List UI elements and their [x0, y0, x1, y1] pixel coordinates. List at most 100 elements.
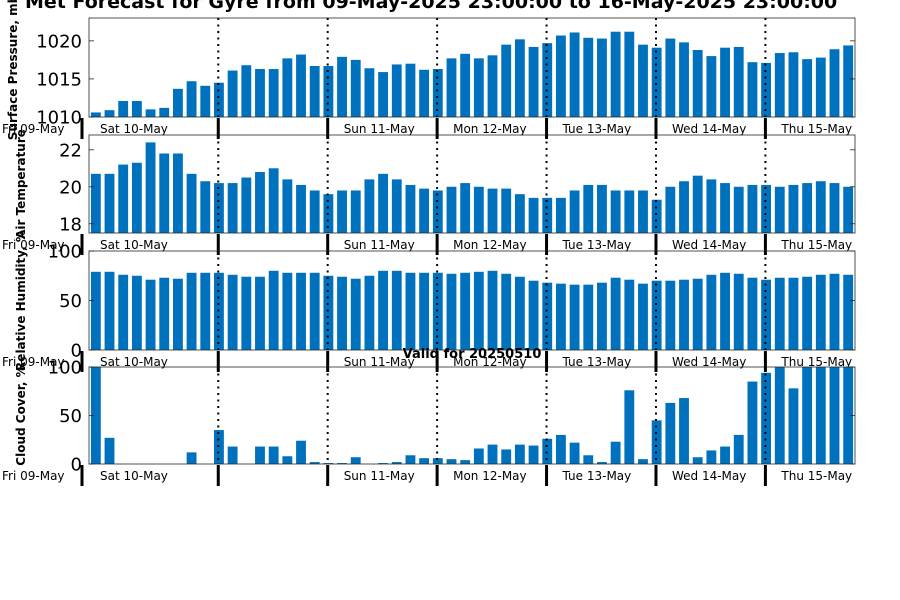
ytick-label-2-1: 20 [59, 177, 82, 198]
bar-p4-26 [446, 459, 457, 464]
bar-p1-24 [419, 69, 430, 117]
bar-p2-41 [651, 199, 662, 233]
bar-p4-25 [432, 458, 443, 464]
bar-p4-17 [323, 463, 334, 464]
day-label-1-6: Thu 15-May [780, 122, 852, 136]
bar-p2-8 [200, 181, 211, 233]
bar-p1-42 [665, 38, 676, 118]
bar-p3-34 [555, 283, 566, 350]
bar-p4-21 [378, 463, 389, 464]
day-label-2-3: Mon 12-May [453, 238, 527, 252]
bar-p1-23 [405, 63, 416, 117]
bar-p2-42 [665, 186, 676, 233]
bar-p3-13 [268, 270, 279, 350]
bar-p4-29 [487, 444, 498, 464]
bar-p3-7 [186, 272, 197, 350]
bar-p1-3 [131, 101, 142, 117]
bar-p3-15 [296, 272, 306, 350]
bar-p3-44 [692, 278, 703, 350]
day-label-1-5: Wed 14-May [672, 122, 746, 136]
bar-p3-55 [843, 274, 854, 350]
bar-p3-51 [788, 277, 799, 350]
bar-p4-12 [255, 446, 265, 464]
bar-p3-46 [720, 272, 730, 350]
bar-p1-28 [473, 58, 484, 117]
bar-p1-35 [569, 32, 580, 117]
bar-p3-18 [337, 276, 347, 350]
bar-p4-36 [583, 455, 594, 464]
bar-p3-22 [391, 270, 402, 350]
bar-p2-47 [733, 186, 744, 233]
bar-p4-52 [802, 367, 813, 464]
bar-p4-16 [309, 462, 320, 464]
bar-p1-15 [296, 54, 306, 117]
bar-p2-35 [569, 190, 580, 233]
bar-p4-47 [733, 434, 744, 464]
bar-p2-38 [610, 190, 621, 233]
bar-p2-16 [309, 190, 320, 233]
bar-p2-51 [788, 184, 799, 233]
bar-p2-43 [679, 181, 689, 233]
bar-p3-17 [323, 275, 334, 350]
bar-p3-23 [405, 272, 416, 350]
day-label-2-2: Sun 11-May [344, 238, 415, 252]
bar-p1-40 [638, 44, 648, 117]
bar-p3-36 [583, 284, 594, 350]
panel-title-4: Valid for 20250510 [403, 347, 542, 362]
bar-p1-50 [774, 53, 785, 117]
bar-p4-18 [337, 463, 347, 464]
bar-p2-40 [638, 190, 648, 233]
bar-p2-29 [487, 188, 498, 233]
bar-p3-2 [118, 274, 129, 350]
bar-p3-20 [364, 275, 375, 350]
bar-p1-5 [159, 107, 170, 117]
bar-p4-49 [761, 372, 772, 464]
bar-p4-50 [774, 367, 785, 464]
bar-p1-13 [268, 69, 279, 117]
day-label-2-4: Tue 13-May [562, 238, 632, 252]
bar-p4-40 [638, 459, 648, 464]
bar-p3-38 [610, 277, 621, 350]
day-label-4-6: Thu 15-May [780, 469, 852, 483]
bar-p3-6 [172, 278, 183, 350]
bar-p2-19 [350, 190, 361, 233]
day-label-4-1: Sat 10-May [100, 469, 168, 483]
day-label-3-6: Thu 15-May [780, 355, 852, 369]
bar-p4-55 [843, 367, 854, 464]
bar-p3-32 [528, 280, 539, 350]
bar-p2-13 [268, 168, 279, 233]
bar-p1-41 [651, 47, 662, 118]
bar-p1-44 [692, 49, 703, 118]
bar-p3-11 [241, 276, 252, 350]
bar-p1-32 [528, 46, 539, 117]
bar-p1-33 [542, 43, 553, 117]
bar-p1-53 [815, 57, 826, 117]
bar-p4-44 [692, 457, 703, 464]
bar-p4-7 [186, 452, 197, 464]
bar-p2-0 [90, 173, 101, 233]
day-label-4-0: Fri 09-May [2, 469, 65, 483]
bar-p1-47 [733, 46, 744, 117]
bar-p4-37 [597, 462, 607, 464]
bar-p2-31 [514, 194, 525, 233]
bar-p3-26 [446, 273, 457, 350]
bar-p3-12 [255, 276, 265, 350]
bar-p2-50 [774, 186, 785, 233]
ylabel-2: Air Temperature [14, 129, 28, 239]
bar-p3-5 [159, 277, 170, 350]
bar-p1-29 [487, 55, 498, 117]
ytick-label-4-1: 50 [59, 406, 82, 427]
bar-p2-54 [829, 183, 840, 233]
bar-p2-46 [720, 183, 730, 233]
bar-p1-26 [446, 58, 457, 117]
bar-p3-42 [665, 280, 676, 350]
bar-p4-9 [214, 430, 224, 464]
bar-p2-2 [118, 164, 129, 233]
bar-p2-53 [815, 181, 826, 233]
bar-p2-3 [131, 162, 142, 233]
bar-p3-39 [624, 279, 635, 350]
bar-p4-42 [665, 402, 676, 464]
bar-p2-36 [583, 184, 594, 233]
bar-p1-22 [391, 64, 402, 117]
bar-p3-40 [638, 283, 648, 350]
